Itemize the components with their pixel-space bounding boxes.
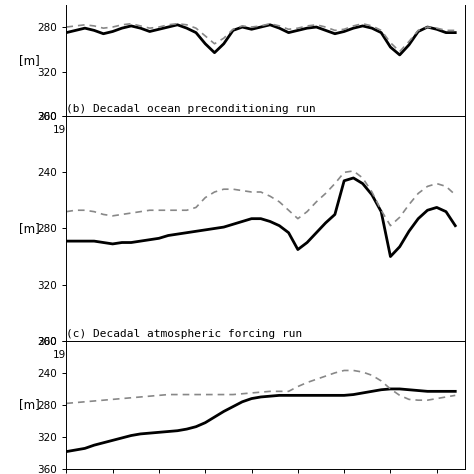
Text: (c) Decadal atmospheric forcing run: (c) Decadal atmospheric forcing run xyxy=(66,328,302,338)
Y-axis label: [m]: [m] xyxy=(19,399,40,411)
Y-axis label: [m]: [m] xyxy=(19,222,40,235)
Text: (b) Decadal ocean preconditioning run: (b) Decadal ocean preconditioning run xyxy=(66,104,316,114)
Y-axis label: [m]: [m] xyxy=(19,54,40,67)
